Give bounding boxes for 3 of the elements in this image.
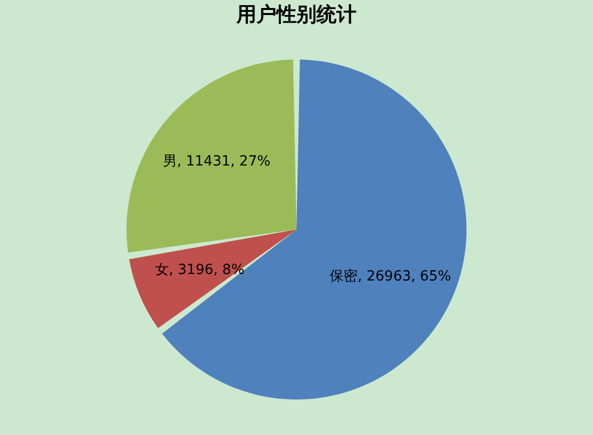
slice-label: 保密, 26963, 65% <box>330 268 452 285</box>
slice-label: 男, 11431, 27% <box>162 153 270 170</box>
chart-title: 用户性别统计 <box>236 2 356 26</box>
